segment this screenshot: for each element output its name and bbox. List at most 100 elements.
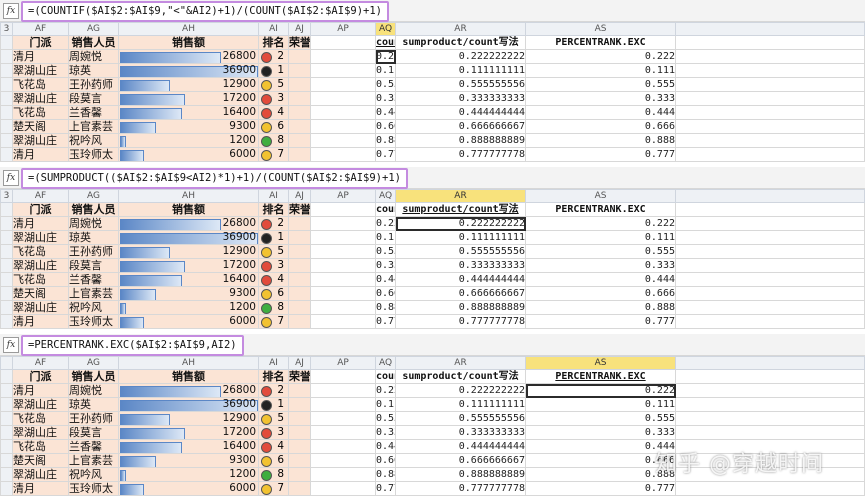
- honor-cell[interactable]: [288, 453, 311, 468]
- percentrank-cell[interactable]: 0.333: [525, 91, 676, 106]
- rank-cell[interactable]: 3: [258, 258, 289, 273]
- sales-cell[interactable]: 36900: [118, 63, 259, 78]
- person-cell[interactable]: 周婉悦: [68, 216, 119, 231]
- empty-cell[interactable]: [675, 369, 865, 384]
- formula-input[interactable]: =PERCENTRANK.EXC($AI$2:$AI$9,AI2): [21, 335, 244, 356]
- countif-cell[interactable]: 0.888888889: [375, 467, 396, 482]
- sales-cell[interactable]: 17200: [118, 91, 259, 106]
- header-faction[interactable]: 门派: [12, 369, 69, 384]
- percentrank-cell[interactable]: 0.111: [525, 397, 676, 412]
- countif-cell[interactable]: 0.777777778: [375, 314, 396, 329]
- empty-cell[interactable]: [675, 397, 865, 412]
- sumproduct-cell[interactable]: 0.333333333: [395, 425, 526, 440]
- header-percentrank[interactable]: PERCENTRANK.EXC: [525, 35, 676, 50]
- column-letter[interactable]: AQ: [375, 189, 396, 203]
- percentrank-cell[interactable]: 0.555: [525, 411, 676, 426]
- honor-cell[interactable]: [288, 481, 311, 496]
- sumproduct-cell[interactable]: 0.666666667: [395, 119, 526, 134]
- empty-cell[interactable]: [310, 258, 376, 273]
- empty-cell[interactable]: [310, 230, 376, 245]
- empty-cell[interactable]: [310, 369, 376, 384]
- sumproduct-cell[interactable]: 0.777777778: [395, 314, 526, 329]
- sumproduct-cell[interactable]: 0.555555556: [395, 77, 526, 92]
- honor-cell[interactable]: [288, 77, 311, 92]
- empty-cell[interactable]: [310, 481, 376, 496]
- rank-cell[interactable]: 7: [258, 147, 289, 162]
- honor-cell[interactable]: [288, 91, 311, 106]
- rank-cell[interactable]: 4: [258, 272, 289, 287]
- sumproduct-cell[interactable]: 0.444444444: [395, 105, 526, 120]
- column-letter[interactable]: AR: [395, 189, 526, 203]
- countif-cell[interactable]: 0.777777778: [375, 481, 396, 496]
- honor-cell[interactable]: [288, 397, 311, 412]
- faction-cell[interactable]: 翠湖山庄: [12, 91, 69, 106]
- sumproduct-cell[interactable]: 0.888888889: [395, 467, 526, 482]
- empty-cell[interactable]: [310, 425, 376, 440]
- honor-cell[interactable]: [288, 216, 311, 231]
- countif-cell[interactable]: 0.444444444: [375, 105, 396, 120]
- header-honor[interactable]: 荣誉奖项: [288, 202, 311, 217]
- empty-cell[interactable]: [310, 314, 376, 329]
- rank-cell[interactable]: 7: [258, 314, 289, 329]
- empty-cell[interactable]: [310, 397, 376, 412]
- column-letter[interactable]: AJ: [288, 189, 311, 203]
- faction-cell[interactable]: 飞花岛: [12, 411, 69, 426]
- sumproduct-cell[interactable]: 0.444444444: [395, 439, 526, 454]
- person-cell[interactable]: 王孙药师: [68, 244, 119, 259]
- person-cell[interactable]: 兰香馨: [68, 272, 119, 287]
- column-letter[interactable]: AF: [12, 189, 69, 203]
- function-icon[interactable]: fx: [3, 170, 19, 186]
- rank-cell[interactable]: 3: [258, 91, 289, 106]
- header-rank[interactable]: 排名: [258, 369, 289, 384]
- sales-cell[interactable]: 26800: [118, 383, 259, 398]
- honor-cell[interactable]: [288, 133, 311, 148]
- honor-cell[interactable]: [288, 286, 311, 301]
- person-cell[interactable]: 段莫言: [68, 425, 119, 440]
- countif-cell[interactable]: 0.111111111: [375, 397, 396, 412]
- person-cell[interactable]: 兰香馨: [68, 105, 119, 120]
- faction-cell[interactable]: 飞花岛: [12, 77, 69, 92]
- empty-cell[interactable]: [675, 105, 865, 120]
- header-faction[interactable]: 门派: [12, 202, 69, 217]
- percentrank-cell[interactable]: 0.777: [525, 481, 676, 496]
- empty-cell[interactable]: [310, 244, 376, 259]
- countif-cell[interactable]: 0.222222222: [375, 383, 396, 398]
- faction-cell[interactable]: 飞花岛: [12, 105, 69, 120]
- empty-cell[interactable]: [675, 77, 865, 92]
- empty-cell[interactable]: [310, 453, 376, 468]
- percentrank-cell[interactable]: 0.666: [525, 453, 676, 468]
- empty-cell[interactable]: [675, 202, 865, 217]
- rank-cell[interactable]: 1: [258, 397, 289, 412]
- rank-cell[interactable]: 1: [258, 63, 289, 78]
- percentrank-cell[interactable]: 0.333: [525, 258, 676, 273]
- faction-cell[interactable]: 清月: [12, 383, 69, 398]
- empty-cell[interactable]: [675, 411, 865, 426]
- percentrank-cell[interactable]: 0.888: [525, 133, 676, 148]
- column-letter[interactable]: AF: [12, 22, 69, 36]
- person-cell[interactable]: 上官素芸: [68, 453, 119, 468]
- percentrank-cell[interactable]: 0.777: [525, 147, 676, 162]
- empty-cell[interactable]: [675, 244, 865, 259]
- rank-cell[interactable]: 8: [258, 467, 289, 482]
- sales-cell[interactable]: 16400: [118, 439, 259, 454]
- formula-input[interactable]: =(COUNTIF($AI$2:$AI$9,"<"&AI2)+1)/(COUNT…: [21, 1, 390, 22]
- faction-cell[interactable]: 清月: [12, 216, 69, 231]
- rank-cell[interactable]: 4: [258, 105, 289, 120]
- sales-cell[interactable]: 17200: [118, 425, 259, 440]
- header-sales[interactable]: 销售额: [118, 369, 259, 384]
- percentrank-cell[interactable]: 0.666: [525, 286, 676, 301]
- column-letter[interactable]: AS: [525, 356, 676, 370]
- header-faction[interactable]: 门派: [12, 35, 69, 50]
- countif-cell[interactable]: 0.666666667: [375, 453, 396, 468]
- sales-cell[interactable]: 1200: [118, 133, 259, 148]
- empty-cell[interactable]: [675, 119, 865, 134]
- column-letter[interactable]: AP: [310, 356, 376, 370]
- empty-cell[interactable]: [310, 411, 376, 426]
- column-letter[interactable]: AJ: [288, 356, 311, 370]
- faction-cell[interactable]: 翠湖山庄: [12, 397, 69, 412]
- header-sumproduct[interactable]: sumproduct/count写法: [395, 369, 526, 384]
- person-cell[interactable]: 上官素芸: [68, 286, 119, 301]
- sales-cell[interactable]: 9300: [118, 119, 259, 134]
- faction-cell[interactable]: 翠湖山庄: [12, 300, 69, 315]
- faction-cell[interactable]: 翠湖山庄: [12, 425, 69, 440]
